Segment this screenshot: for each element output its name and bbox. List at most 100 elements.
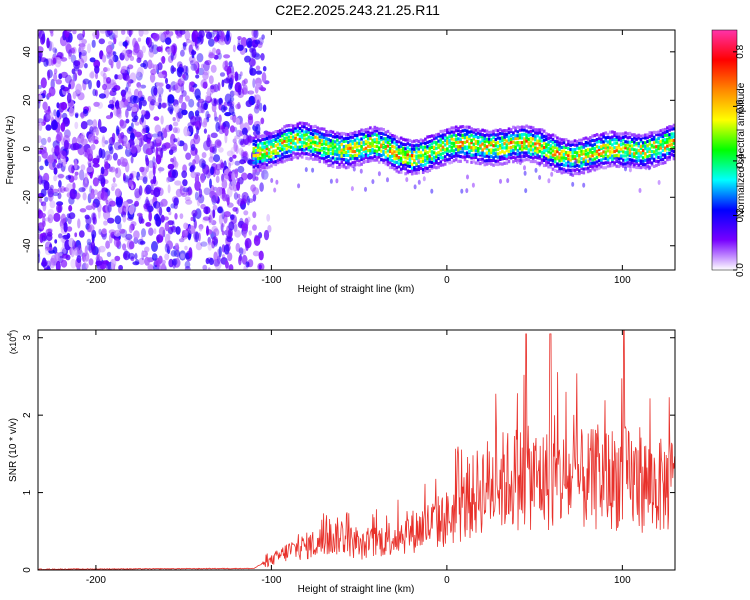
signal-cell	[648, 149, 652, 154]
signal-cell	[558, 152, 561, 156]
noise-cell	[99, 126, 108, 133]
noise-cell	[219, 40, 226, 46]
signal-cell	[353, 153, 357, 158]
signal-cell	[283, 125, 286, 129]
echo-cell	[466, 174, 469, 180]
noise-cell	[258, 264, 262, 270]
noise-cell	[216, 186, 223, 196]
signal-cell	[267, 165, 271, 169]
signal-cell	[408, 138, 412, 143]
noise-cell	[105, 202, 111, 214]
noise-cell	[266, 214, 271, 222]
signal-cell	[529, 159, 533, 164]
signal-cell	[371, 133, 374, 137]
signal-cell	[540, 161, 544, 165]
signal-cell	[281, 141, 284, 145]
signal-cell	[349, 149, 352, 153]
signal-cell	[443, 139, 447, 143]
signal-cell	[523, 137, 526, 141]
signal-cell	[364, 159, 368, 164]
signal-cell	[586, 170, 590, 174]
noise-cell	[76, 33, 85, 41]
signal-cell	[648, 134, 652, 138]
signal-cell	[536, 134, 539, 138]
echo-cell	[618, 160, 622, 166]
noise-cell	[252, 224, 257, 231]
signal-cell	[622, 164, 625, 168]
signal-cell	[373, 138, 377, 142]
signal-cell	[322, 160, 326, 164]
signal-cell	[465, 151, 469, 155]
noise-cell	[49, 257, 56, 269]
signal-cell	[641, 148, 645, 152]
signal-cell	[452, 151, 456, 155]
signal-cell	[355, 157, 359, 161]
signal-cell	[481, 151, 484, 155]
signal-cell	[331, 146, 335, 150]
signal-cell	[538, 145, 542, 149]
signal-cell	[421, 145, 425, 149]
signal-cell	[419, 166, 423, 170]
signal-cell	[591, 146, 594, 150]
chart-title: C2E2.2025.243.21.25.R11	[275, 2, 440, 18]
signal-cell	[476, 128, 480, 132]
noise-cell	[97, 174, 101, 180]
signal-cell	[663, 160, 667, 165]
signal-cell	[611, 154, 614, 158]
signal-cell	[404, 152, 407, 156]
noise-cell	[247, 159, 254, 165]
signal-cell	[289, 141, 293, 145]
colorbar: 0.00.20.40.60.8 Normalized spectral ampl…	[711, 29, 747, 277]
signal-cell	[479, 146, 482, 150]
signal-cell	[619, 154, 623, 158]
signal-cell	[391, 151, 394, 155]
noise-cell	[192, 60, 199, 71]
signal-cell	[512, 160, 515, 164]
signal-cell	[358, 151, 361, 155]
noise-cell	[74, 171, 79, 176]
signal-cell	[336, 131, 339, 135]
signal-cell	[639, 146, 643, 150]
noise-cell	[72, 239, 76, 250]
signal-cell	[327, 159, 330, 163]
noise-cell	[114, 74, 118, 80]
signal-cell	[586, 159, 590, 163]
noise-cell	[190, 216, 194, 222]
signal-cell	[655, 152, 658, 156]
signal-cell	[298, 137, 302, 141]
signal-cell	[597, 147, 601, 152]
signal-cell	[270, 135, 273, 139]
x-tick-label: 0	[444, 275, 450, 286]
noise-cell	[56, 163, 63, 169]
noise-cell	[151, 241, 158, 252]
signal-cell	[529, 129, 533, 133]
signal-cell	[485, 129, 489, 133]
signal-cell	[322, 146, 326, 150]
signal-cell	[604, 143, 608, 148]
signal-cell	[597, 136, 601, 140]
signal-cell	[377, 146, 381, 150]
noise-cell	[147, 143, 151, 149]
noise-cell	[125, 118, 130, 124]
signal-cell	[331, 156, 335, 160]
noise-cell	[206, 225, 209, 236]
signal-cell	[406, 146, 410, 150]
signal-cell	[316, 136, 319, 140]
signal-cell	[281, 134, 284, 138]
signal-cell	[479, 151, 482, 155]
signal-cell	[648, 139, 652, 143]
signal-cell	[476, 146, 480, 151]
noise-cell	[92, 129, 96, 136]
noise-cell	[167, 184, 171, 194]
noise-cell	[242, 127, 248, 136]
echo-cell	[329, 178, 333, 184]
signal-cell	[307, 157, 311, 161]
noise-cell	[119, 52, 125, 61]
noise-cell	[40, 188, 47, 197]
signal-cell	[415, 150, 418, 154]
signal-cell	[276, 130, 280, 134]
signal-cell	[448, 135, 451, 139]
signal-cell	[659, 161, 663, 166]
signal-cell	[485, 137, 489, 141]
